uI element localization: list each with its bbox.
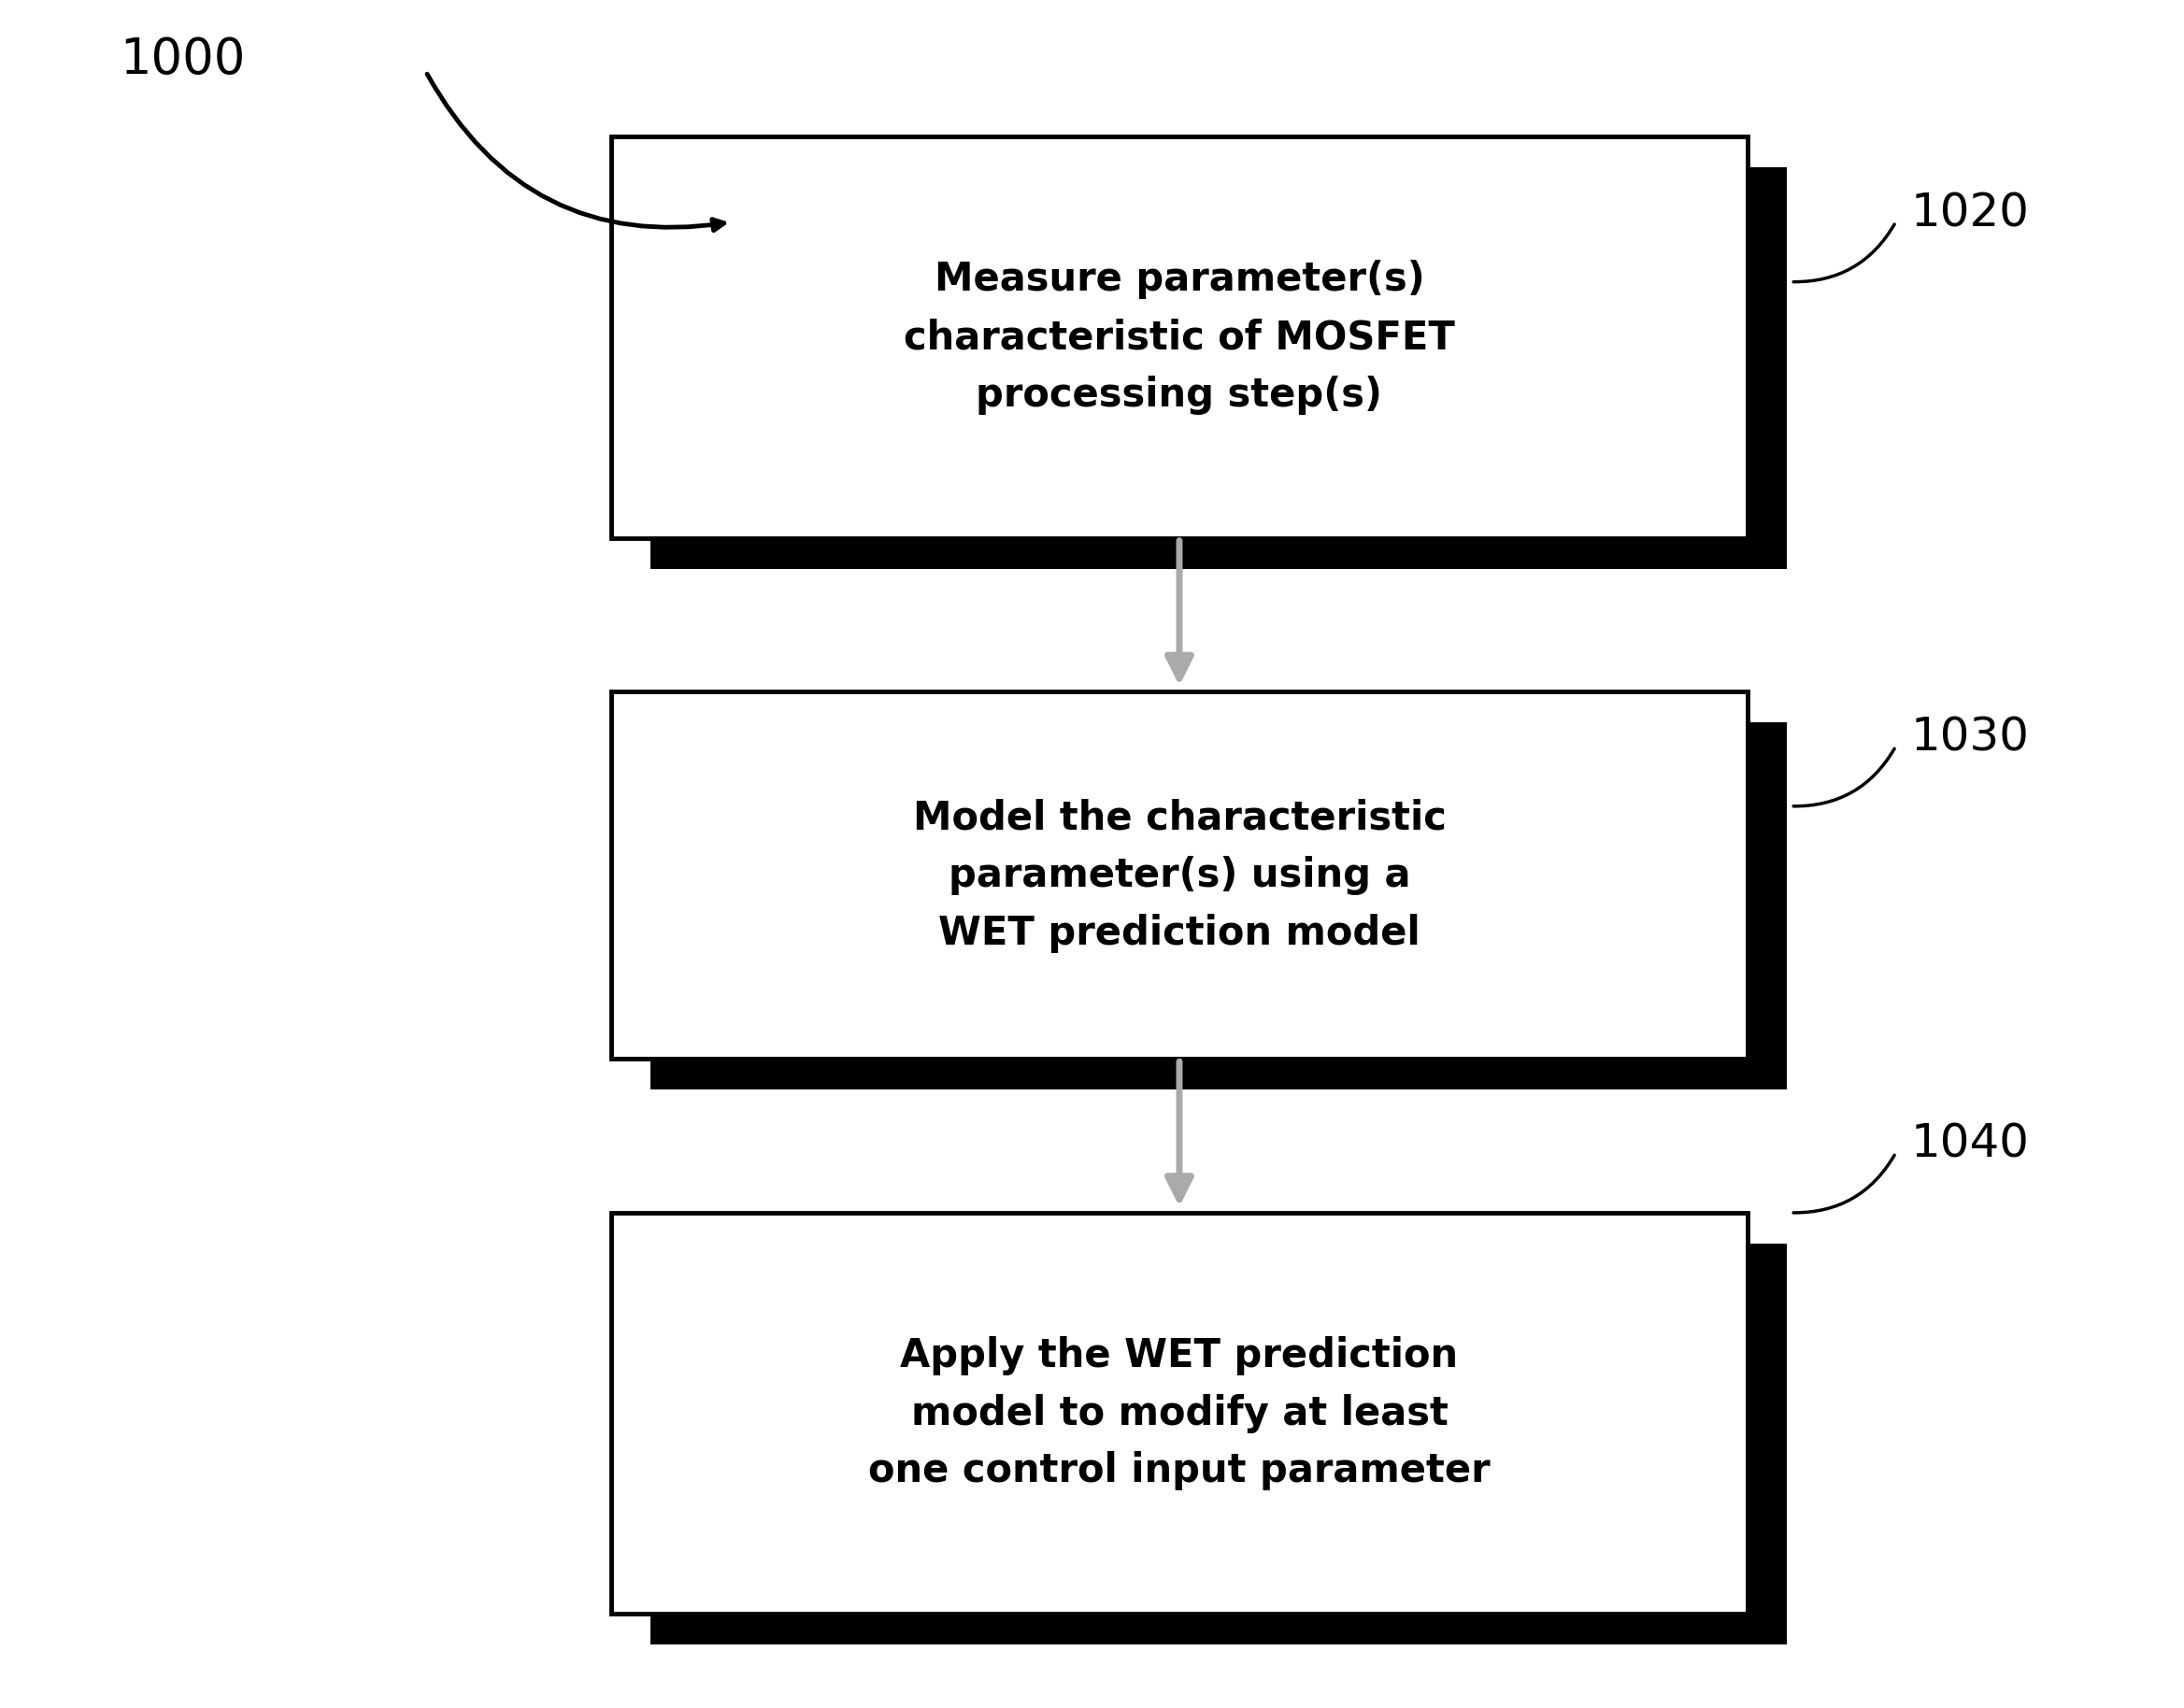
Text: Measure parameter(s)
characteristic of MOSFET
processing step(s): Measure parameter(s) characteristic of M…: [904, 260, 1455, 415]
Text: Apply the WET prediction
model to modify at least
one control input parameter: Apply the WET prediction model to modify…: [869, 1336, 1489, 1491]
FancyArrowPatch shape: [1793, 224, 1894, 282]
Bar: [651, 722, 1787, 1090]
Text: 1030: 1030: [1911, 716, 2029, 760]
Text: 1020: 1020: [1911, 191, 2029, 236]
Text: 1000: 1000: [120, 36, 245, 84]
FancyArrowPatch shape: [1793, 1155, 1894, 1213]
FancyArrowPatch shape: [428, 73, 725, 231]
Bar: [651, 167, 1787, 569]
Bar: [612, 137, 1747, 538]
Text: 1040: 1040: [1911, 1122, 2029, 1167]
FancyArrowPatch shape: [1793, 748, 1894, 806]
Text: Model the characteristic
parameter(s) using a
WET prediction model: Model the characteristic parameter(s) us…: [913, 798, 1446, 953]
Bar: [612, 692, 1747, 1059]
Bar: [651, 1243, 1787, 1645]
Bar: [612, 1213, 1747, 1614]
